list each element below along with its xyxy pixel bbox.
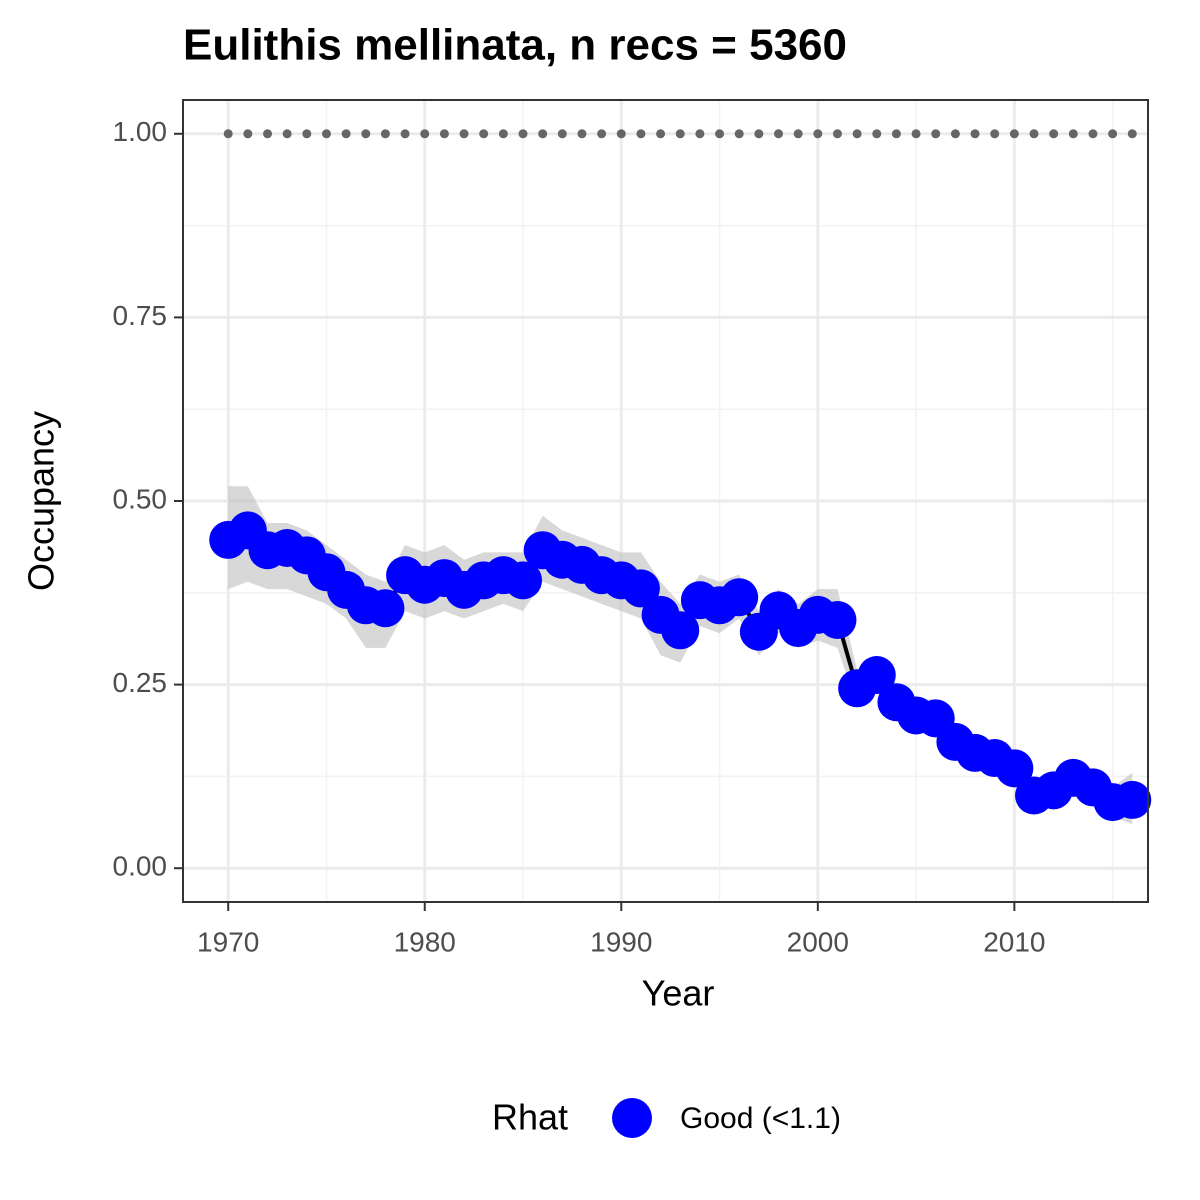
reference-dot — [911, 129, 921, 139]
reference-dot — [302, 129, 312, 139]
reference-dot — [282, 129, 292, 139]
reference-dot — [852, 129, 862, 139]
data-point — [366, 589, 405, 628]
reference-dot — [1127, 129, 1137, 139]
y-tick-label: 0.75 — [113, 300, 168, 331]
y-tick-label: 0.00 — [113, 851, 168, 882]
data-point — [995, 749, 1034, 788]
reference-dot — [656, 129, 666, 139]
reference-dot — [439, 129, 449, 139]
reference-dot — [931, 129, 941, 139]
reference-dot — [1068, 129, 1078, 139]
reference-dot — [1049, 129, 1059, 139]
reference-dot — [1009, 129, 1019, 139]
reference-dot — [538, 129, 548, 139]
reference-dot — [243, 129, 253, 139]
data-point — [1113, 780, 1152, 819]
reference-dot — [636, 129, 646, 139]
reference-dot — [675, 129, 685, 139]
reference-dot — [420, 129, 430, 139]
x-axis-title: Year — [642, 973, 715, 1014]
reference-dot — [774, 129, 784, 139]
reference-dot — [400, 129, 410, 139]
reference-dot — [891, 129, 901, 139]
panel-border — [182, 99, 1149, 903]
data-point — [621, 569, 660, 608]
y-tick-label: 0.25 — [113, 667, 168, 698]
reference-dot — [872, 129, 882, 139]
reference-dot — [361, 129, 371, 139]
x-tick-label: 1990 — [590, 926, 652, 957]
reference-dot — [616, 129, 626, 139]
data-point — [818, 600, 857, 639]
reference-dot — [734, 129, 744, 139]
reference-dot — [597, 129, 607, 139]
reference-dot — [321, 129, 331, 139]
y-tick-label: 0.50 — [113, 483, 168, 514]
x-tick-label: 2000 — [787, 926, 849, 957]
x-tick-label: 1970 — [197, 926, 259, 957]
reference-dot — [263, 129, 273, 139]
reference-dot — [479, 129, 489, 139]
data-point — [661, 611, 700, 650]
reference-dot — [950, 129, 960, 139]
chart-title: Eulithis mellinata, n recs = 5360 — [183, 21, 847, 70]
reference-dot — [715, 129, 725, 139]
reference-dot — [832, 129, 842, 139]
reference-dot — [341, 129, 351, 139]
x-tick-label: 2010 — [983, 926, 1045, 957]
reference-dot — [1029, 129, 1039, 139]
reference-dot — [970, 129, 980, 139]
reference-dot — [459, 129, 469, 139]
legend-title: Rhat — [492, 1097, 568, 1138]
reference-dot — [577, 129, 587, 139]
reference-dot — [498, 129, 508, 139]
data-point — [504, 561, 543, 600]
reference-dot — [813, 129, 823, 139]
y-axis-title: Occupancy — [21, 411, 62, 591]
reference-dot — [754, 129, 764, 139]
data-point — [720, 578, 759, 617]
reference-dot — [1108, 129, 1118, 139]
reference-dot — [1088, 129, 1098, 139]
reference-dot — [518, 129, 528, 139]
x-tick-label: 1980 — [394, 926, 456, 957]
y-tick-label: 1.00 — [113, 116, 168, 147]
data-point — [857, 656, 896, 695]
legend-key — [612, 1098, 652, 1138]
reference-dot — [695, 129, 705, 139]
reference-dot — [793, 129, 803, 139]
reference-dot — [223, 129, 233, 139]
legend-label: Good (<1.1) — [680, 1102, 841, 1135]
reference-dot — [557, 129, 567, 139]
reference-dot — [380, 129, 390, 139]
reference-dot — [990, 129, 1000, 139]
